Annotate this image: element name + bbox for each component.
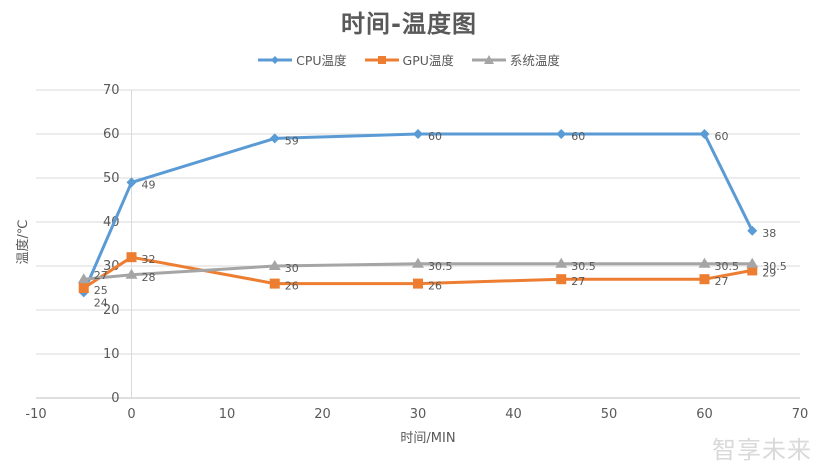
x-tick-label: 0: [127, 407, 135, 422]
diamond-marker-icon: [413, 129, 423, 139]
data-label: 49: [142, 178, 156, 191]
x-axis-title: 时间/MIN: [400, 431, 455, 446]
chart-title: 时间-温度图: [341, 10, 477, 38]
x-tick-label: 70: [792, 407, 809, 422]
data-label: 38: [762, 227, 776, 240]
y-tick-label: 10: [103, 347, 120, 362]
y-tick-label: 30: [103, 259, 120, 274]
y-tick-label: 50: [103, 171, 120, 186]
square-marker-icon: [556, 274, 567, 285]
data-label: 27: [94, 269, 108, 282]
x-tick-label: 60: [696, 407, 713, 422]
legend-item-cpu: CPU温度: [258, 50, 347, 69]
square-marker-icon: [269, 278, 280, 289]
x-tick-label: 40: [505, 407, 522, 422]
triangle-marker-icon: [698, 257, 711, 268]
data-label: 30.5: [715, 260, 740, 273]
data-label: 30.5: [762, 260, 787, 273]
data-label: 30: [285, 262, 299, 275]
x-tick-label: 30: [410, 407, 427, 422]
data-label: 59: [285, 134, 299, 147]
square-marker-icon: [747, 265, 758, 276]
triangle-marker-icon: [412, 257, 424, 268]
watermark: 智享未来: [712, 436, 812, 464]
chart-legend: CPU温度 GPU温度 系统温度: [0, 50, 818, 69]
legend-label: 系统温度: [509, 53, 560, 68]
triangle-marker-icon: [471, 54, 506, 64]
y-tick-label: 70: [103, 83, 120, 98]
data-label: 60: [428, 130, 442, 143]
legend-item-system: 系统温度: [471, 50, 560, 69]
data-label: 28: [142, 271, 156, 284]
data-label: 27: [715, 275, 729, 288]
x-tick-label: 10: [219, 407, 236, 422]
triangle-marker-icon: [125, 268, 138, 279]
square-marker-icon: [78, 283, 89, 293]
data-label: 26: [285, 280, 299, 293]
legend-label: CPU温度: [296, 53, 347, 68]
x-tick-label: -10: [25, 407, 46, 422]
diamond-marker-icon: [699, 129, 710, 139]
diamond-marker-icon: [747, 225, 758, 236]
data-label: 26: [428, 280, 442, 293]
y-axis-title: 温度/℃: [15, 220, 31, 265]
data-label: 27: [571, 275, 585, 288]
y-tick-label: 60: [103, 127, 120, 142]
data-label: 60: [715, 130, 729, 143]
data-label: 30.5: [571, 260, 596, 273]
x-tick-label: 50: [601, 407, 618, 422]
square-marker-icon: [699, 274, 710, 285]
square-marker-icon: [364, 55, 399, 64]
series-line: [82, 132, 754, 293]
diamond-marker-icon: [258, 55, 293, 64]
square-marker-icon: [126, 252, 137, 263]
data-label: 29: [762, 266, 776, 279]
legend-label: GPU温度: [402, 53, 454, 68]
triangle-marker-icon: [555, 257, 568, 268]
y-tick-label: 0: [111, 391, 119, 406]
y-tick-label: 20: [103, 303, 120, 318]
square-marker-icon: [413, 278, 423, 289]
triangle-marker-icon: [746, 257, 759, 268]
data-label: 25: [94, 284, 108, 297]
data-label: 24: [94, 296, 108, 309]
x-tick-label: 20: [314, 407, 331, 422]
data-label: 32: [142, 253, 156, 266]
diamond-marker-icon: [269, 133, 280, 144]
diamond-marker-icon: [556, 129, 567, 139]
legend-item-gpu: GPU温度: [364, 50, 454, 69]
data-label: 60: [571, 130, 585, 143]
data-label: 30.5: [428, 260, 453, 273]
triangle-marker-icon: [268, 260, 281, 270]
triangle-marker-icon: [77, 273, 90, 284]
diamond-marker-icon: [126, 177, 137, 188]
